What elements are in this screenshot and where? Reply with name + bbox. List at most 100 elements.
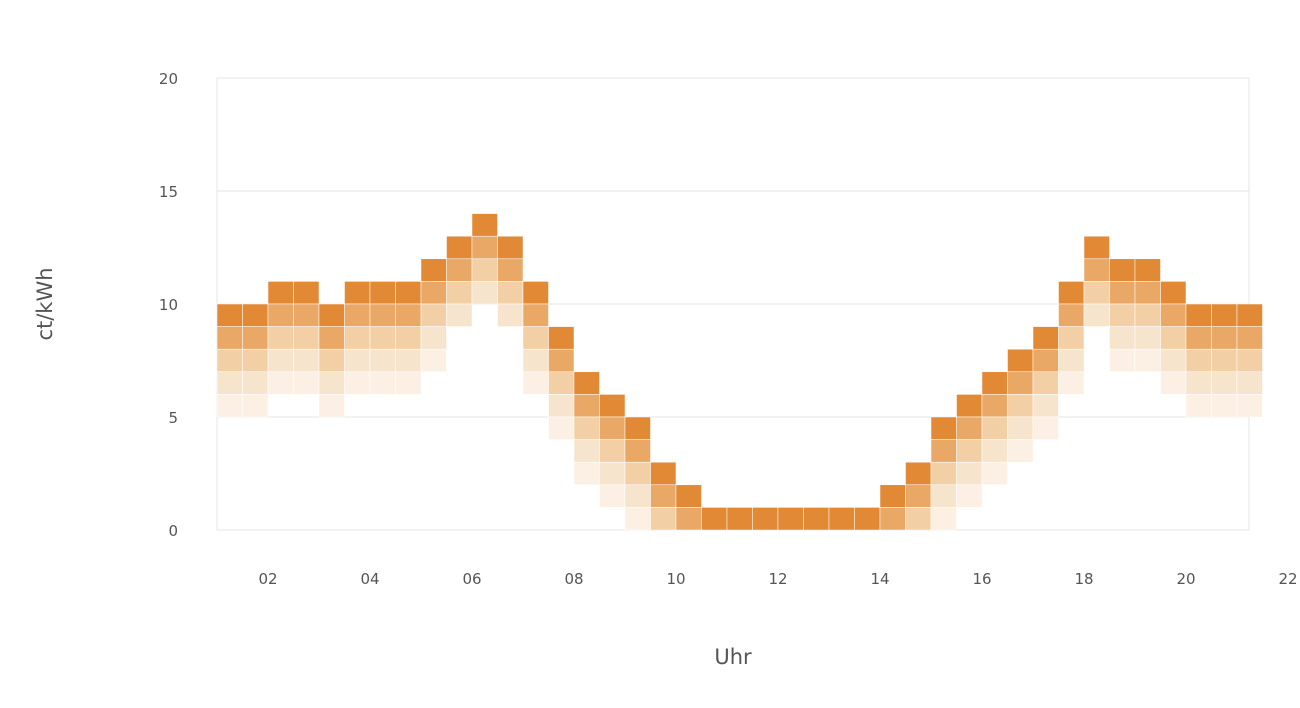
heatmap-cell: [1083, 281, 1110, 305]
heatmap-cell: [675, 507, 702, 531]
heatmap-cell: [216, 371, 243, 395]
x-tick-label: 16: [972, 570, 991, 588]
x-tick-label: 22: [1278, 570, 1297, 588]
heatmap-cell: [1211, 348, 1238, 373]
heatmap-cell: [522, 348, 549, 373]
x-tick-label: 18: [1074, 570, 1093, 588]
heatmap-cell: [956, 394, 983, 418]
heatmap-cell: [1236, 394, 1263, 418]
heatmap-cell: [318, 371, 345, 395]
heatmap-cell: [1185, 394, 1212, 418]
heatmap-cell: [1211, 371, 1238, 395]
heatmap-cell: [650, 507, 677, 531]
heatmap-cell: [1236, 303, 1263, 327]
heatmap-cell: [1007, 348, 1034, 373]
heatmap-cell: [395, 326, 422, 350]
heatmap-cell: [956, 461, 983, 486]
heatmap-cell: [293, 371, 320, 395]
heatmap-cell: [293, 326, 320, 350]
heatmap-cell: [1032, 416, 1059, 440]
heatmap-cell: [497, 281, 524, 305]
heatmap-cell: [624, 416, 651, 440]
x-tick-label: 06: [462, 570, 481, 588]
heatmap-cell: [905, 461, 932, 486]
heatmap-cell: [1185, 371, 1212, 395]
heatmap-cell: [548, 416, 575, 440]
heatmap-cell: [242, 394, 269, 418]
heatmap-cell: [1109, 281, 1136, 305]
heatmap-cell: [369, 281, 396, 305]
heatmap-cell: [1236, 348, 1263, 373]
heatmap-cell: [624, 439, 651, 463]
heatmap-cell: [1032, 394, 1059, 418]
heatmap-cell: [242, 348, 269, 373]
heatmap-cell: [216, 303, 243, 327]
heatmap-cell: [497, 235, 524, 260]
heatmap-cell: [1032, 371, 1059, 395]
heatmap-cell: [854, 507, 881, 531]
heatmap-cell: [318, 326, 345, 350]
heatmap-cell: [497, 303, 524, 327]
heatmap-cell: [216, 326, 243, 350]
heatmap-cell: [267, 371, 294, 395]
heatmap-cell: [675, 484, 702, 508]
heatmap-cell: [624, 484, 651, 508]
heatmap-cell: [981, 371, 1008, 395]
heatmap-cell: [905, 484, 932, 508]
heatmap-cell: [1007, 439, 1034, 463]
heatmap-cell: [981, 394, 1008, 418]
heatmap-cell: [1109, 303, 1136, 327]
x-tick-label: 04: [360, 570, 379, 588]
x-tick-label: 08: [564, 570, 583, 588]
heatmap-cell: [471, 258, 498, 282]
heatmap-cell: [471, 213, 498, 237]
heatmap-cell: [1185, 303, 1212, 327]
heatmap-cell: [548, 348, 575, 373]
heatmap-cell: [293, 303, 320, 327]
heatmap-cell: [1134, 326, 1161, 350]
heatmap-cell: [1007, 371, 1034, 395]
heatmap-cell: [548, 394, 575, 418]
heatmap-cell: [599, 439, 626, 463]
heatmap-cell: [930, 461, 957, 486]
heatmap-cell: [573, 461, 600, 486]
heatmap-cell: [752, 507, 779, 531]
x-tick-label: 02: [258, 570, 277, 588]
heatmap-cell: [344, 326, 371, 350]
heatmap-cell: [599, 416, 626, 440]
heatmap-cell: [420, 348, 447, 373]
heatmap-cell: [1058, 348, 1085, 373]
heatmap-cell: [471, 235, 498, 260]
heatmap-cell: [344, 348, 371, 373]
heatmap-cell: [293, 281, 320, 305]
heatmap-cell: [981, 461, 1008, 486]
heatmap-cell: [522, 303, 549, 327]
heatmap-cell: [599, 484, 626, 508]
heatmap-cell: [344, 303, 371, 327]
heatmap-cell: [879, 484, 906, 508]
heatmap-cell: [1058, 303, 1085, 327]
heatmap-cell: [420, 258, 447, 282]
heatmap-cell: [1007, 394, 1034, 418]
heatmap-cell: [446, 235, 473, 260]
heatmap-cell: [573, 439, 600, 463]
heatmap-cell: [930, 416, 957, 440]
heatmap-cell: [216, 348, 243, 373]
heatmap-cell: [1058, 371, 1085, 395]
x-tick-label: 10: [666, 570, 685, 588]
heatmap-cell: [650, 461, 677, 486]
y-axis-ticks: 0 5 10 15 20: [159, 70, 178, 540]
heatmap-cell: [803, 507, 830, 531]
heatmap-cell: [1058, 326, 1085, 350]
heatmap-cell: [446, 258, 473, 282]
heatmap-cell: [497, 258, 524, 282]
heatmap-cell: [344, 371, 371, 395]
heatmap-cell: [318, 303, 345, 327]
heatmap-cell: [267, 326, 294, 350]
y-tick-label: 10: [159, 296, 178, 314]
heatmap-cell: [599, 461, 626, 486]
heatmap-cell: [981, 439, 1008, 463]
heatmap-cell: [395, 371, 422, 395]
heatmap-cell: [930, 439, 957, 463]
